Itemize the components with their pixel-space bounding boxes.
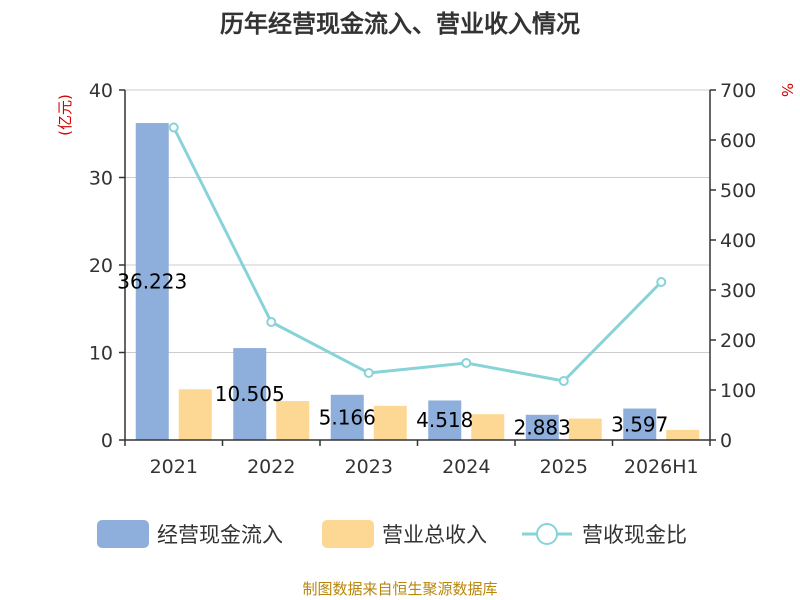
ratio-point (363, 368, 374, 378)
bar-revenue (568, 418, 602, 440)
left-tick-label: 0 (101, 430, 113, 452)
x-tick-label: 2024 (442, 456, 490, 478)
data-label: 10.505 (215, 382, 285, 406)
x-tick-label: 2025 (540, 456, 588, 478)
right-tick-label: 500 (720, 180, 756, 202)
left-tick-label: 20 (89, 255, 113, 277)
chart-title: 历年经营现金流入、营业收入情况 (220, 10, 580, 38)
right-tick-label: 600 (720, 130, 756, 152)
bars (135, 123, 700, 440)
x-tick-label: 2026H1 (624, 456, 699, 478)
legend-swatch-ratio-marker (536, 523, 558, 545)
right-tick-label: 300 (720, 280, 756, 302)
x-tick-label: 2022 (247, 456, 295, 478)
legend-swatch-cash-inflow (97, 520, 149, 548)
bar-cash-inflow (428, 400, 462, 440)
right-tick-label: 100 (720, 380, 756, 402)
data-label: 36.223 (117, 270, 187, 294)
legend-label: 营业总收入 (382, 523, 487, 547)
legend-swatch-revenue (322, 520, 374, 548)
right-axis-unit: % (778, 83, 796, 97)
data-label: 3.597 (611, 412, 668, 436)
left-axis-unit: (亿元) (56, 94, 74, 136)
legend: 经营现金流入 营业总收入 营收现金比 (97, 520, 687, 548)
ratio-point (656, 277, 667, 287)
bar-revenue (471, 414, 505, 440)
bar-revenue (373, 405, 407, 440)
left-tick-label: 30 (89, 168, 113, 190)
data-labels: 36.223 10.505 5.166 4.518 2.883 3.597 (117, 270, 668, 440)
data-label: 5.166 (319, 405, 376, 429)
ratio-point (168, 122, 179, 133)
data-label: 4.518 (416, 408, 473, 432)
ratio-line-path (172, 126, 663, 383)
data-label: 2.883 (514, 415, 571, 439)
x-tick-label: 2023 (345, 456, 393, 478)
bar-revenue (276, 401, 310, 440)
bar-cash-inflow (330, 394, 364, 440)
bar-cash-inflow (525, 414, 559, 440)
ratio-point (461, 358, 472, 368)
bar-revenue (666, 429, 700, 440)
left-tick-label: 10 (89, 343, 113, 365)
legend-label: 经营现金流入 (157, 523, 283, 547)
bar-cash-inflow (623, 408, 657, 440)
right-tick-label: 0 (720, 430, 732, 452)
source-note: 制图数据来自恒生聚源数据库 (302, 580, 497, 598)
bar-cash-inflow (135, 123, 169, 440)
ratio-line (168, 122, 667, 386)
ratio-point (558, 376, 569, 386)
right-tick-label: 400 (720, 230, 756, 252)
x-tick-label: 2021 (150, 456, 198, 478)
right-tick-label: 700 (720, 80, 756, 102)
right-tick-label: 200 (720, 330, 756, 352)
legend-label: 营收现金比 (582, 523, 687, 547)
grid (125, 89, 710, 353)
bar-cash-inflow (233, 348, 267, 440)
left-tick-label: 40 (89, 80, 113, 102)
bar-revenue (178, 389, 212, 440)
ratio-point (266, 317, 277, 327)
